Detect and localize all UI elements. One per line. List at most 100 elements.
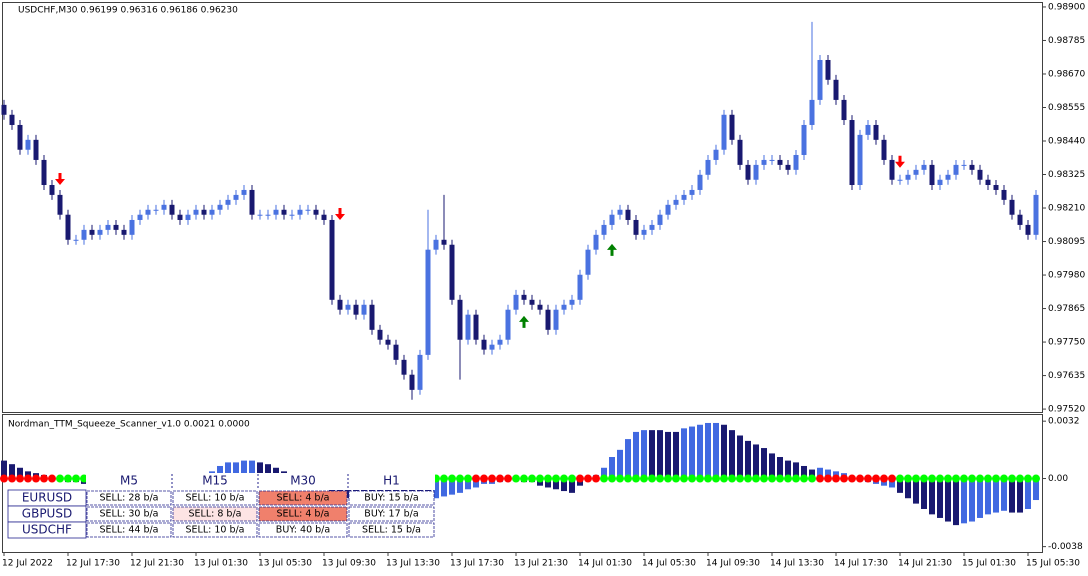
x-tick-label: 14 Jul 05:30 <box>642 559 696 569</box>
squeeze-dot <box>608 474 616 483</box>
scanner-cell <box>258 506 348 522</box>
scanner-cell-text: SELL: 28 b/a <box>100 493 159 504</box>
squeeze-dot <box>48 474 56 483</box>
candle-body <box>457 299 463 340</box>
squeeze-dot <box>1008 474 1016 483</box>
scanner-cell-text: BUY: 17 b/a <box>364 509 418 520</box>
candle-body <box>257 214 263 216</box>
candle-body <box>473 314 479 340</box>
squeeze-dot <box>824 474 832 483</box>
candle-body <box>769 159 775 161</box>
candle-body <box>641 229 647 235</box>
candle-body <box>801 124 807 155</box>
y-tick-label: 0.98325 <box>1048 170 1085 180</box>
squeeze-dot <box>0 474 8 483</box>
scanner-column-header: M5 <box>120 474 138 488</box>
histogram-bar <box>641 430 647 479</box>
histogram-bar <box>977 478 983 518</box>
candle-body <box>833 79 839 100</box>
x-tick-label: 14 Jul 09:30 <box>706 559 760 569</box>
histogram-bar <box>777 457 783 479</box>
histogram-bar <box>969 478 975 522</box>
histogram-bar <box>913 478 919 504</box>
candle-body <box>713 149 719 160</box>
candle-body <box>105 224 111 230</box>
histogram-bar <box>961 478 967 524</box>
squeeze-dot <box>768 474 776 483</box>
histogram-bar <box>713 422 719 479</box>
candle-body <box>481 339 487 350</box>
squeeze-dot <box>528 474 536 483</box>
squeeze-dot <box>784 474 792 483</box>
candle-body <box>745 164 751 180</box>
histogram-bar <box>1009 478 1015 513</box>
histogram-bar <box>737 435 743 479</box>
candle-body <box>689 189 695 195</box>
x-tick-label: 13 Jul 05:30 <box>258 559 312 569</box>
histogram-bar <box>673 431 679 479</box>
histogram-bar <box>953 478 959 526</box>
x-tick-label: 12 Jul 2022 <box>2 559 53 569</box>
candle-body <box>73 239 79 241</box>
squeeze-dot <box>760 474 768 483</box>
candle-body <box>193 209 199 215</box>
candle-body <box>633 219 639 235</box>
candle-body <box>793 154 799 170</box>
candle-body <box>905 174 911 180</box>
candle-body <box>857 134 863 185</box>
candle-body <box>97 229 103 235</box>
price-panel <box>2 2 1043 413</box>
signal-arrow <box>55 172 65 185</box>
squeeze-dot <box>440 474 448 483</box>
candle-body <box>449 244 455 300</box>
squeeze-dot <box>936 474 944 483</box>
candle-body <box>233 194 239 200</box>
squeeze-dot <box>752 474 760 483</box>
candle-body <box>577 274 583 300</box>
histogram-bar <box>905 478 911 499</box>
candle-body <box>161 204 167 210</box>
scanner-cell-text: BUY: 15 b/a <box>364 493 418 504</box>
scanner-cell <box>172 506 258 522</box>
histogram-bar <box>569 478 575 493</box>
indicator-panel <box>2 414 1043 553</box>
candle-body <box>217 204 223 210</box>
squeeze-dot <box>40 474 48 483</box>
histogram-bar <box>441 478 447 497</box>
scanner-cell <box>348 490 435 506</box>
candle-body <box>137 214 143 220</box>
candle-body <box>889 159 895 180</box>
candle-body <box>345 304 351 310</box>
x-tick-label: 13 Jul 09:30 <box>322 559 376 569</box>
squeeze-dot <box>928 474 936 483</box>
squeeze-dot <box>72 474 80 483</box>
histogram-bar <box>249 460 255 479</box>
candle-body <box>49 184 55 195</box>
candle-body <box>617 209 623 215</box>
candle-body <box>937 179 943 185</box>
candle-body <box>313 209 319 215</box>
histogram-bar <box>601 467 607 479</box>
candle-body <box>721 114 727 150</box>
candle-body <box>81 229 87 240</box>
candle-body <box>777 159 783 165</box>
squeeze-dot <box>488 474 496 483</box>
squeeze-dot <box>816 474 824 483</box>
squeeze-dot <box>704 474 712 483</box>
candle-body <box>153 209 159 211</box>
histogram-bar <box>889 478 895 488</box>
scanner-cell <box>86 522 172 538</box>
scanner-cell <box>86 506 172 522</box>
histogram-bar <box>993 478 999 513</box>
candle-body <box>265 214 271 216</box>
squeeze-dot <box>24 474 32 483</box>
squeeze-dot <box>464 474 472 483</box>
squeeze-dot <box>552 474 560 483</box>
histogram-bar <box>609 457 615 479</box>
y-tick-label: 0.97750 <box>1048 338 1085 348</box>
squeeze-dot <box>776 474 784 483</box>
candle-body <box>281 209 287 215</box>
scanner-cell-text: SELL: 4 b/a <box>277 493 330 504</box>
squeeze-dot <box>736 474 744 483</box>
squeeze-dot <box>832 474 840 483</box>
